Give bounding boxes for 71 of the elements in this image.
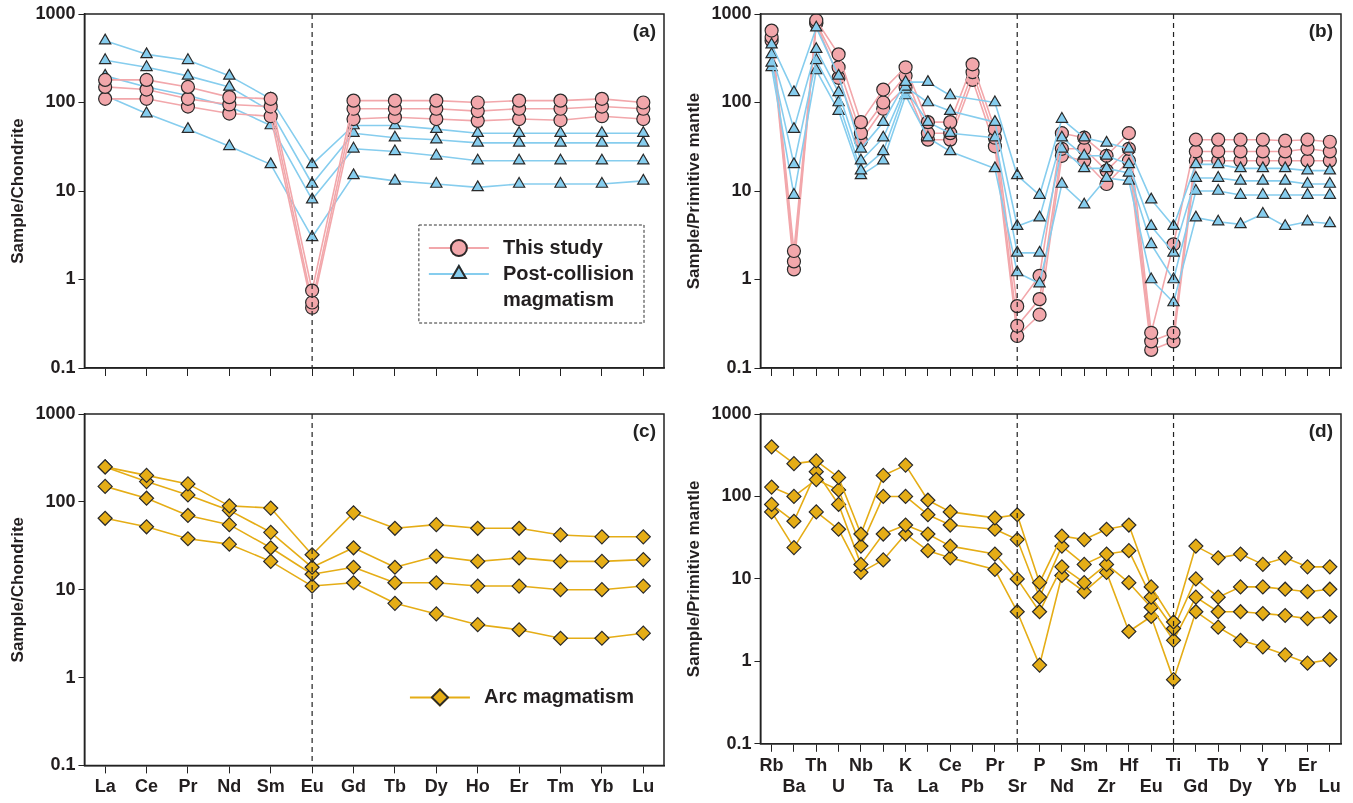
chart-title: (b)	[1308, 19, 1333, 41]
y-tick-label: 1000	[711, 2, 752, 23]
y-tick-label: 100	[45, 490, 76, 511]
x-tick-label: Eu	[1139, 776, 1163, 797]
y-tick-label: 10	[55, 578, 76, 599]
y-tick-label: 10	[731, 179, 752, 200]
x-tick-label: Yb	[1273, 776, 1297, 797]
y-tick-label: 1000	[35, 2, 76, 23]
y-tick-label: 1000	[35, 402, 76, 423]
x-tick-label: La	[917, 776, 940, 797]
x-tick-label: Pb	[961, 776, 985, 797]
x-tick-label: Nb	[848, 754, 873, 775]
x-tick-label: Eu	[300, 776, 324, 797]
legend-label: Post-collision magmatism	[502, 261, 634, 310]
y-tick-label: 1	[741, 650, 752, 671]
x-tick-label: Yb	[590, 776, 614, 797]
x-tick-label: Pr	[178, 776, 198, 797]
legend-label: Arc magmatism	[483, 684, 634, 707]
chart-title: (a)	[632, 19, 656, 41]
x-tick-label: La	[94, 776, 117, 797]
x-tick-label: Lu	[1318, 776, 1341, 797]
x-tick-label: Er	[1298, 754, 1318, 775]
y-axis-title: Sample/Primitive mantle	[683, 92, 703, 290]
x-tick-label: Nd	[217, 776, 242, 797]
y-axis-title: Sample/Chondrite	[7, 118, 27, 264]
x-tick-label: Ba	[782, 776, 807, 797]
x-tick-label: Tm	[547, 776, 575, 797]
x-tick-label: Sm	[1070, 754, 1099, 775]
x-tick-label: Rb	[759, 754, 784, 775]
y-tick-label: 10	[731, 567, 752, 588]
y-tick-label: 1	[65, 268, 76, 289]
y-tick-label: 100	[721, 485, 752, 506]
x-tick-label: Zr	[1097, 776, 1116, 797]
y-axis-title: Sample/Primitive mantle	[683, 480, 703, 678]
x-tick-label: Pr	[985, 754, 1005, 775]
x-tick-label: Ce	[938, 754, 962, 775]
x-tick-label: Tb	[1207, 754, 1230, 775]
x-tick-label: Th	[805, 754, 828, 775]
x-tick-label: Ce	[135, 776, 159, 797]
y-tick-label: 0.1	[726, 356, 752, 377]
x-tick-label: U	[832, 776, 846, 797]
y-tick-label: 100	[721, 91, 752, 112]
x-tick-label: Ho	[465, 776, 490, 797]
chart-title: (d)	[1308, 419, 1333, 441]
y-tick-label: 1	[741, 268, 752, 289]
y-tick-label: 0.1	[50, 754, 76, 775]
y-tick-label: 1	[65, 666, 76, 687]
x-tick-label: Ti	[1165, 754, 1182, 775]
x-tick-label: Hf	[1119, 754, 1140, 775]
y-axis-title: Sample/Chondrite	[7, 516, 27, 663]
x-tick-label: K	[899, 754, 913, 775]
x-tick-label: Lu	[632, 776, 655, 797]
x-tick-label: Gd	[341, 776, 367, 797]
x-tick-label: Sm	[256, 776, 285, 797]
x-tick-label: Gd	[1183, 776, 1209, 797]
y-tick-label: 10	[55, 179, 76, 200]
x-tick-label: Sr	[1007, 776, 1027, 797]
y-tick-label: 0.1	[50, 356, 76, 377]
y-tick-label: 100	[45, 91, 76, 112]
legend-label: This study	[502, 235, 604, 258]
x-tick-label: Er	[509, 776, 529, 797]
x-tick-label: Y	[1256, 754, 1269, 775]
y-tick-label: 0.1	[726, 732, 752, 753]
x-tick-label: Ta	[873, 776, 895, 797]
chart-title: (c)	[632, 419, 656, 441]
x-tick-label: Dy	[1229, 776, 1253, 797]
x-tick-label: P	[1033, 754, 1046, 775]
x-tick-label: Nd	[1049, 776, 1074, 797]
x-tick-label: Tb	[383, 776, 406, 797]
x-tick-label: Dy	[424, 776, 448, 797]
y-tick-label: 1000	[711, 402, 752, 423]
